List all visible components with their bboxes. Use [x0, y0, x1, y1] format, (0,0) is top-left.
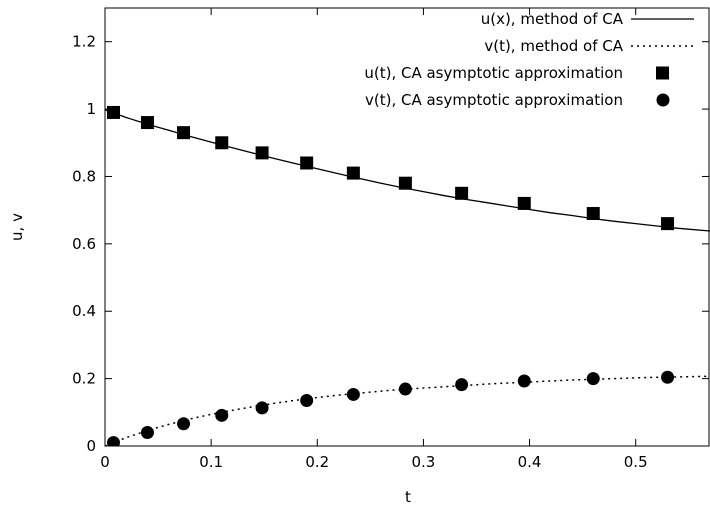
- series-2: [105, 375, 710, 446]
- plot-frame: [104, 7, 710, 447]
- u-square-point: [255, 146, 269, 160]
- legend-label-2: v(t), method of CA: [484, 37, 623, 55]
- u-square-point: [517, 196, 531, 210]
- y-tick-label: 0.6: [72, 235, 96, 253]
- plot-border: [104, 7, 710, 447]
- x-axis-ticks: 0 0.1 0.2 0.3 0.4 0.5: [100, 8, 648, 471]
- x-tick-label: 0.4: [518, 453, 542, 471]
- y-tick-label: 0: [86, 437, 96, 455]
- v-circle-point: [300, 394, 314, 408]
- v-circle-point: [455, 378, 469, 392]
- v-curve-line: [105, 375, 710, 446]
- x-tick-label: 0: [100, 453, 110, 471]
- u-square-point: [346, 166, 360, 180]
- series-layer: [105, 105, 710, 446]
- u-square-point: [106, 105, 120, 119]
- v-circle-point: [398, 382, 412, 396]
- v-circle-point: [517, 374, 531, 388]
- u-square-point: [300, 156, 314, 170]
- y-axis-label: u, v: [8, 213, 26, 241]
- v-circle-point: [106, 436, 120, 446]
- y-tick-label: 1: [86, 100, 96, 118]
- y-tick-label: 1.2: [72, 33, 96, 51]
- legend-square-marker: [656, 66, 669, 80]
- series-3: [106, 105, 675, 231]
- y-tick-label: 0.2: [72, 370, 96, 388]
- y-tick-label: 0.4: [72, 302, 96, 320]
- v-circle-point: [255, 401, 269, 415]
- v-circle-point: [586, 372, 600, 386]
- u-square-point: [140, 116, 154, 130]
- v-circle-point: [140, 426, 154, 440]
- legend-circle-marker: [656, 93, 670, 107]
- u-square-point: [398, 176, 412, 190]
- x-tick-label: 0.2: [305, 453, 329, 471]
- u-square-point: [177, 126, 191, 140]
- x-tick-label: 0.5: [624, 453, 648, 471]
- v-circle-point: [346, 387, 360, 401]
- u-square-point: [586, 207, 600, 221]
- u-square-point: [455, 186, 469, 200]
- legend-label-1: u(x), method of CA: [481, 10, 624, 28]
- v-circle-point: [661, 370, 675, 384]
- legend-label-3: u(t), CA asymptotic approximation: [364, 64, 623, 82]
- u-square-point: [661, 217, 675, 231]
- legend-label-4: v(t), CA asymptotic approximation: [365, 91, 623, 109]
- legend: u(x), method of CA v(t), method of CA u(t)…: [364, 10, 694, 109]
- v-circle-point: [215, 408, 229, 422]
- y-axis-ticks: 0 0.2 0.4 0.6 0.8 1 1.2: [72, 33, 709, 455]
- y-tick-label: 0.8: [72, 167, 96, 185]
- x-tick-label: 0.3: [411, 453, 435, 471]
- v-circle-point: [177, 417, 191, 431]
- u-square-point: [215, 136, 229, 150]
- series-4: [106, 370, 675, 446]
- x-tick-label: 0.1: [199, 453, 223, 471]
- x-axis-label: t: [405, 488, 411, 506]
